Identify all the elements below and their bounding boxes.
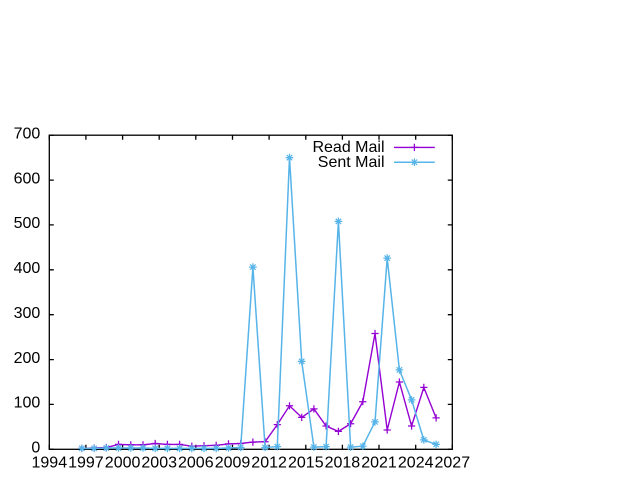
svg-text:2015: 2015 xyxy=(288,455,324,472)
svg-text:Sent Mail: Sent Mail xyxy=(318,154,385,171)
svg-text:2003: 2003 xyxy=(141,455,177,472)
svg-text:2027: 2027 xyxy=(435,455,471,472)
svg-text:2018: 2018 xyxy=(325,455,361,472)
svg-text:1994: 1994 xyxy=(32,455,68,472)
svg-text:200: 200 xyxy=(14,350,41,367)
svg-text:2000: 2000 xyxy=(105,455,141,472)
svg-text:100: 100 xyxy=(14,395,41,412)
svg-text:2024: 2024 xyxy=(398,455,434,472)
svg-text:2009: 2009 xyxy=(215,455,251,472)
svg-text:2006: 2006 xyxy=(178,455,214,472)
svg-text:600: 600 xyxy=(14,170,41,187)
svg-text:0: 0 xyxy=(31,440,40,457)
svg-text:700: 700 xyxy=(14,126,41,143)
svg-text:500: 500 xyxy=(14,215,41,232)
svg-text:2012: 2012 xyxy=(251,455,287,472)
svg-text:300: 300 xyxy=(14,305,41,322)
svg-text:Read Mail: Read Mail xyxy=(312,139,384,156)
svg-text:400: 400 xyxy=(14,260,41,277)
svg-text:2021: 2021 xyxy=(361,455,397,472)
svg-text:1997: 1997 xyxy=(68,455,104,472)
